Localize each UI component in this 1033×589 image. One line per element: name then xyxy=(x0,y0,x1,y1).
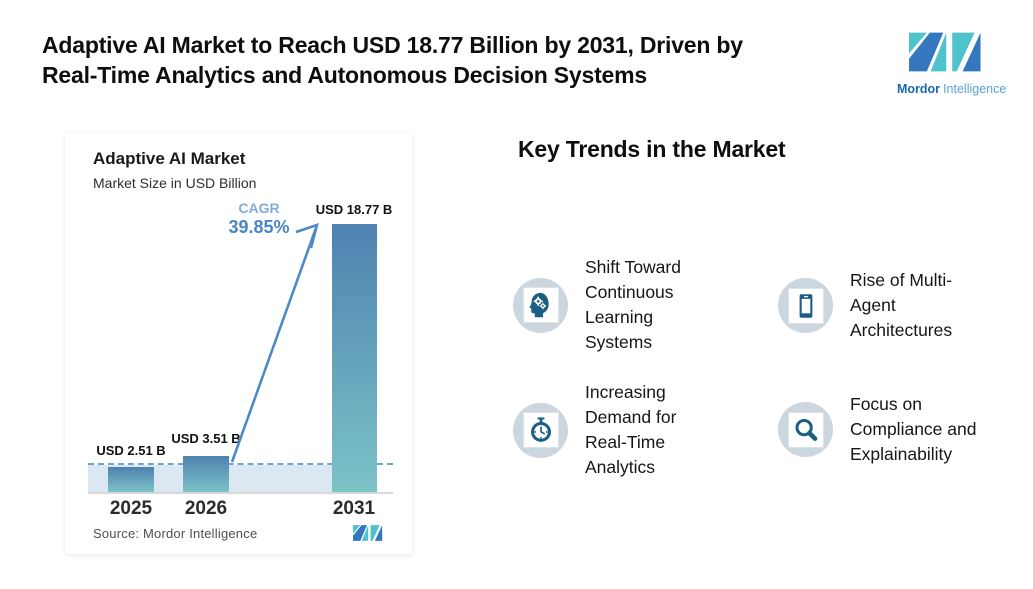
page-title-line1: Adaptive AI Market to Reach USD 18.77 Bi… xyxy=(42,32,743,58)
x-label-2031: 2031 xyxy=(332,498,376,519)
x-label-2026: 2026 xyxy=(184,498,228,519)
chart-dashed-reference-line xyxy=(88,463,393,465)
trend-label: Rise of Multi- Agent Architectures xyxy=(850,270,953,340)
brand-wordmark: Mordor Intelligence xyxy=(897,82,1006,96)
trend-icon-circle xyxy=(513,402,568,458)
brand-name-light: Intelligence xyxy=(943,82,1007,96)
trend-item-compliance-explainability: Focus on Compliance and Explainability xyxy=(778,392,1025,467)
smartphone-icon xyxy=(799,293,812,318)
page-title-line2: Real-Time Analytics and Autonomous Decis… xyxy=(42,62,647,88)
head-gears-icon xyxy=(528,292,549,318)
bar-2025 xyxy=(108,467,154,492)
magnifier-icon xyxy=(795,418,817,441)
bar-value-2025: USD 2.51 B xyxy=(96,443,166,458)
chart-baseline xyxy=(88,492,393,494)
bar-value-2031: USD 18.77 B xyxy=(315,202,393,217)
market-chart-card: Adaptive AI Market Market Size in USD Bi… xyxy=(65,133,412,554)
trend-icon-circle xyxy=(778,402,833,457)
bar-2026 xyxy=(183,456,229,492)
cagr-label: CAGR xyxy=(238,200,280,216)
trend-item-multi-agent: Rise of Multi- Agent Architectures xyxy=(778,268,1025,343)
trend-label: Increasing Demand for Real-Time Analytic… xyxy=(585,382,677,477)
trend-icon-circle xyxy=(513,277,568,333)
trend-icon-circle xyxy=(778,278,833,333)
source-row: Source: Mordor Intelligence xyxy=(93,525,384,541)
mordor-intelligence-mini-logo-icon xyxy=(353,525,383,541)
cagr-annotation: CAGR 39.85% xyxy=(223,200,295,238)
trend-label: Focus on Compliance and Explainability xyxy=(850,394,977,464)
chart-subtitle: Market Size in USD Billion xyxy=(93,175,257,191)
bar-2031 xyxy=(332,224,377,492)
trend-item-real-time-analytics: Increasing Demand for Real-Time Analytic… xyxy=(513,380,760,480)
stopwatch-icon xyxy=(530,417,551,442)
chart-title: Adaptive AI Market xyxy=(93,149,246,168)
mordor-intelligence-logo-icon xyxy=(909,32,981,72)
trends-heading: Key Trends in the Market xyxy=(518,136,786,162)
brand-name-bold: Mordor xyxy=(897,82,941,96)
bar-value-2026: USD 3.51 B xyxy=(171,431,241,446)
page-title: Adaptive AI Market to Reach USD 18.77 Bi… xyxy=(42,30,872,90)
cagr-value: 39.85% xyxy=(228,217,290,237)
trend-label: Shift Toward Continuous Learning Systems xyxy=(585,257,681,352)
source-text: Source: Mordor Intelligence xyxy=(93,525,258,541)
x-label-2025: 2025 xyxy=(109,498,153,519)
trend-item-continuous-learning: Shift Toward Continuous Learning Systems xyxy=(513,255,760,355)
brand-logo: Mordor Intelligence xyxy=(897,26,1006,96)
